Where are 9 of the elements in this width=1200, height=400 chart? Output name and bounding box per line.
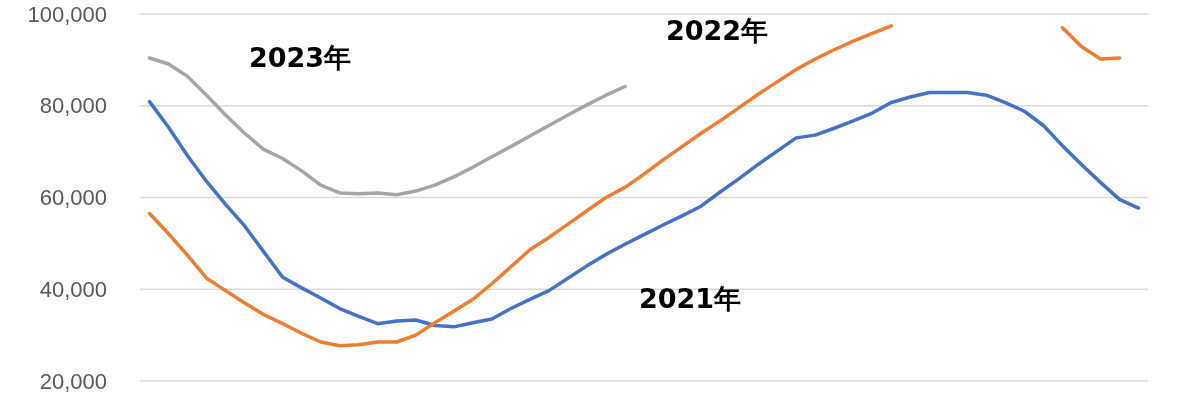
y-tick-label: 40,000: [39, 276, 107, 302]
line-series: [147, 90, 1141, 329]
y-tick-label: 80,000: [39, 93, 107, 119]
y-tick-label: 20,000: [39, 368, 107, 394]
y-tick-label: 100,000: [27, 1, 107, 27]
y-tick-label: 60,000: [39, 185, 107, 210]
series-label: 2021年: [638, 282, 742, 314]
series-label: 2023年: [248, 41, 352, 73]
series-label: 2022年: [665, 14, 769, 46]
